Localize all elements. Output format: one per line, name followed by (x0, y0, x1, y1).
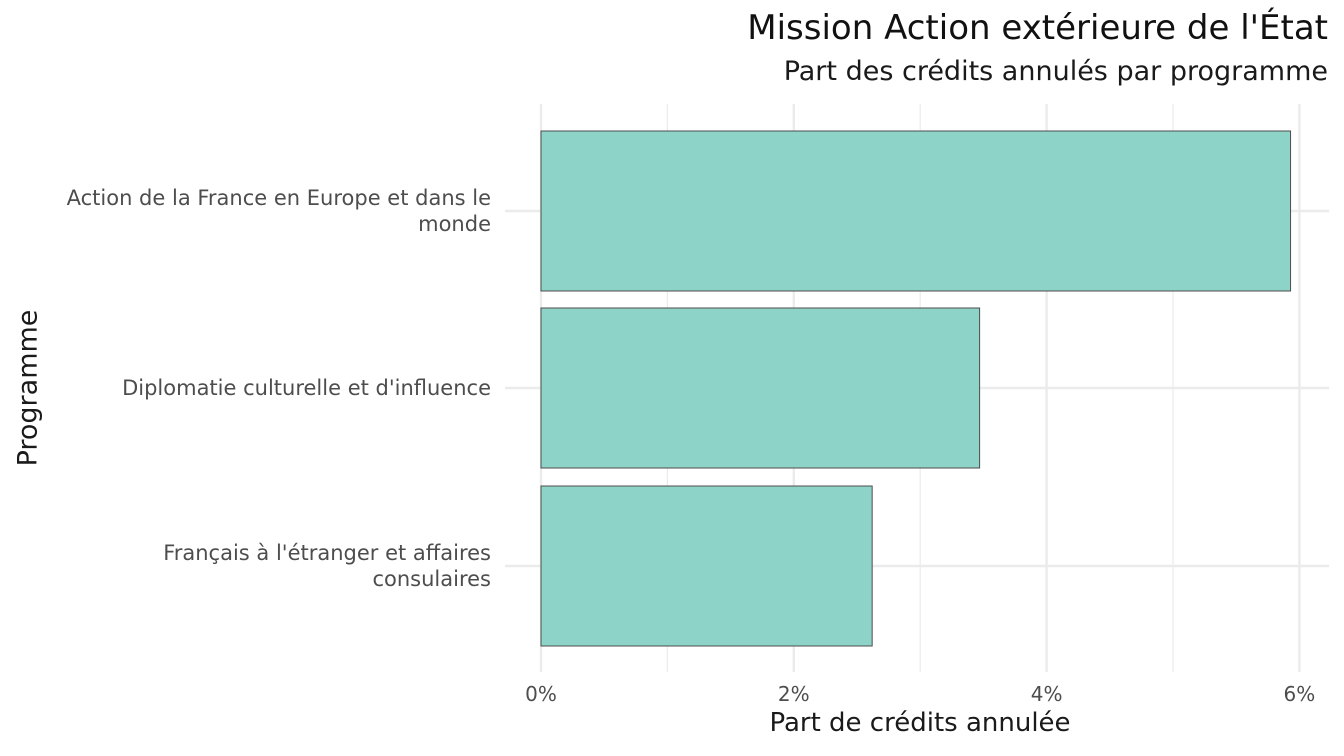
bar (540, 485, 873, 647)
x-tick-label: 4% (1031, 682, 1063, 706)
chart-title: Mission Action extérieure de l'État (747, 8, 1328, 48)
bar (540, 307, 981, 469)
x-tick-labels: 0% 2% 4% 6% (525, 682, 1315, 706)
x-axis-title: Part de crédits annulée (769, 708, 1071, 738)
bars (540, 130, 1292, 647)
category-label-francais-etranger: Français à l'étranger et affaires consul… (163, 541, 491, 591)
x-tick-label: 2% (778, 682, 810, 706)
y-axis-title: Programme (12, 309, 44, 467)
x-tick-label: 6% (1284, 682, 1316, 706)
chart-subtitle: Part des crédits annulés par programme (783, 56, 1328, 87)
bar (540, 130, 1292, 292)
category-label-diplomatie-culturelle: Diplomatie culturelle et d'influence (122, 376, 491, 400)
x-tick-label: 0% (525, 682, 557, 706)
category-label-action-france-europe-monde: Action de la France en Europe et dans le… (66, 186, 491, 236)
